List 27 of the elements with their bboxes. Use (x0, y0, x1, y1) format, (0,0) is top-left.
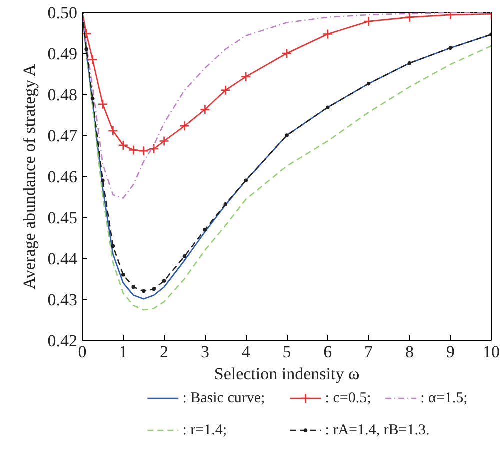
y-tick-label: 0.43 (48, 290, 78, 310)
legend-label: : c=0.5; (325, 390, 372, 406)
x-tick-label: 6 (324, 342, 332, 362)
y-tick-label: 0.42 (48, 332, 78, 350)
x-tick-label: 4 (242, 342, 251, 362)
y-tick-label: 0.47 (48, 126, 78, 146)
legend-label: : r=1.4; (182, 422, 228, 438)
y-tick-label: 0.49 (48, 44, 78, 64)
x-tick-label: 9 (446, 342, 455, 362)
y-tick-label: 0.48 (48, 86, 78, 104)
x-tick-label: 8 (405, 342, 414, 362)
y-tick-label: 0.50 (48, 4, 78, 22)
x-tick-label: 7 (364, 342, 374, 362)
legend-label: : rA=1.4, rB=1.3. (325, 422, 430, 438)
x-axis-title: Selection indensity ω (214, 364, 360, 384)
x-tick-label: 1 (119, 342, 128, 362)
y-tick-label: 0.45 (48, 208, 78, 228)
legend-label: : Basic curve; (182, 390, 266, 406)
y-axis-title: Average abundance of strategy A (20, 64, 39, 290)
x-tick-label: 5 (282, 342, 292, 362)
x-tick-label: 10 (483, 342, 500, 362)
y-tick-label: 0.44 (48, 250, 78, 268)
x-tick-label: 0 (78, 342, 87, 362)
legend-label: : α=1.5; (420, 390, 468, 406)
x-tick-label: 3 (200, 342, 210, 362)
x-tick-label: 2 (160, 342, 169, 362)
y-tick-label: 0.46 (48, 168, 78, 186)
